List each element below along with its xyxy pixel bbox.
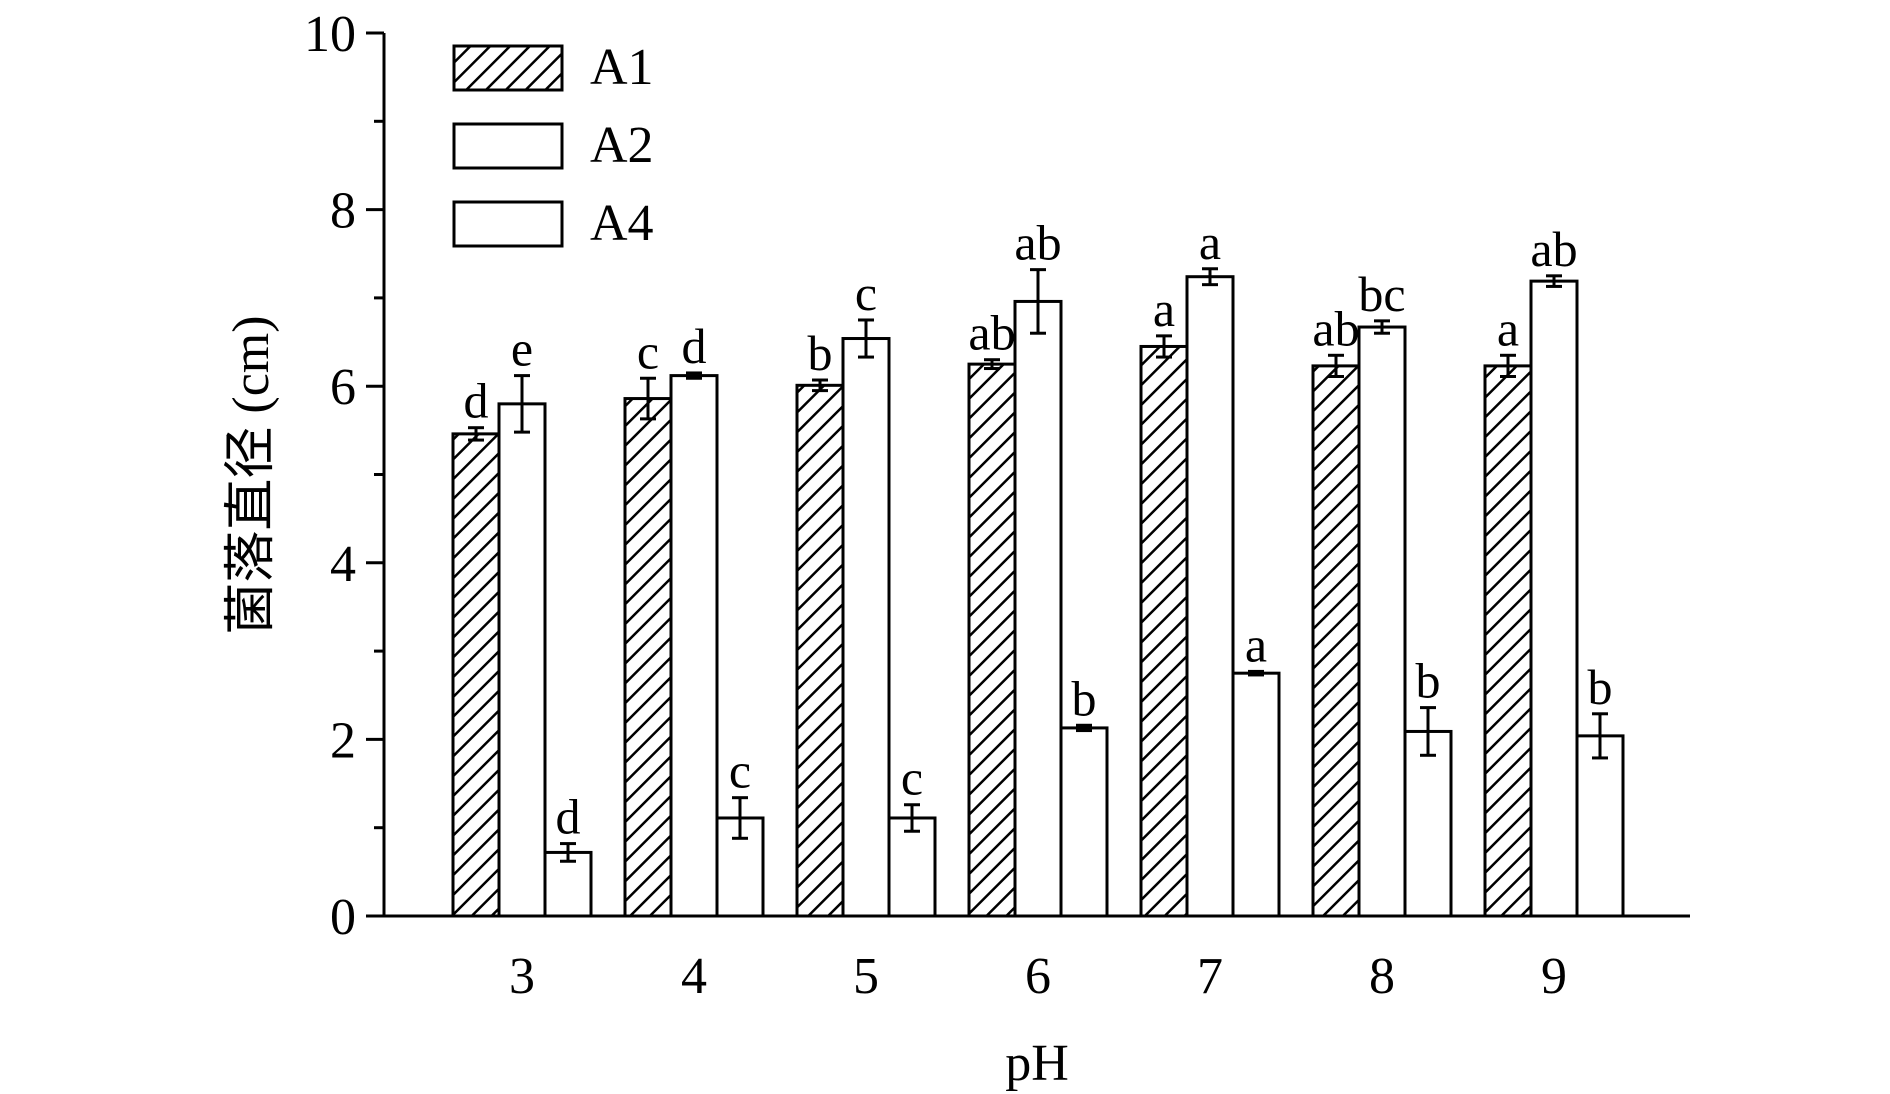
- bar-a1-ph5: [795, 383, 845, 918]
- error-bar-a2-ph5: [858, 318, 874, 359]
- bar-a1-ph8: [1311, 364, 1361, 918]
- x-ticks-layer: 3 4 5 6 7 8 9: [509, 948, 1567, 1005]
- y-tick-label: 4: [330, 536, 356, 593]
- x-tick-label: 7: [1197, 948, 1223, 1005]
- significance-letter-a2-ph8: bc: [1358, 266, 1405, 322]
- y-ticks-layer: 0 2 4 6 8 10: [304, 6, 384, 946]
- y-tick-label: 6: [330, 359, 356, 416]
- y-tick-label: 2: [330, 712, 356, 769]
- significance-letter-a1-ph4: c: [637, 323, 659, 379]
- bar-a2-ph8: [1357, 325, 1407, 918]
- bar-a1-ph4: [623, 397, 673, 918]
- error-bar-a2-ph9: [1546, 274, 1562, 288]
- bar-a2-ph3: [497, 402, 547, 918]
- error-bar-a4-ph4: [732, 796, 748, 840]
- legend: A1 A2 A4: [452, 39, 654, 252]
- significance-letter-a1-ph8: ab: [1312, 300, 1359, 356]
- bar-a2-ph4: [669, 374, 719, 918]
- x-tick-label: 3: [509, 948, 535, 1005]
- significance-letter-a4-ph8: b: [1416, 653, 1441, 709]
- legend-label-a1: A1: [590, 39, 654, 96]
- bar-a4-ph6: [1059, 726, 1109, 918]
- bar-a2-ph6: [1013, 299, 1063, 918]
- error-bar-a1-ph4: [640, 376, 656, 421]
- significance-letter-a2-ph6: ab: [1014, 215, 1061, 271]
- legend-swatch-a2: [452, 122, 564, 170]
- legend-swatch-a1: [452, 44, 564, 92]
- significance-letter-a4-ph7: a: [1245, 616, 1267, 672]
- error-bar-a1-ph9: [1500, 353, 1516, 378]
- x-tick-label: 4: [681, 948, 707, 1005]
- significance-letter-a2-ph7: a: [1199, 214, 1221, 270]
- bar-a4-ph8: [1403, 729, 1453, 918]
- error-bars-layer: [468, 267, 1608, 863]
- error-bar-a4-ph8: [1420, 706, 1436, 757]
- significance-letter-a4-ph5: c: [901, 750, 923, 806]
- bar-a2-ph5: [841, 337, 891, 918]
- significance-letter-a1-ph7: a: [1153, 281, 1175, 337]
- significance-letter-a4-ph9: b: [1588, 659, 1613, 715]
- bar-a1-ph3: [451, 432, 501, 918]
- error-bar-a2-ph4: [686, 371, 702, 380]
- bar-a4-ph7: [1231, 671, 1281, 918]
- y-tick-label: 8: [330, 183, 356, 240]
- x-tick-label: 8: [1369, 948, 1395, 1005]
- bars-layer: [451, 275, 1625, 918]
- x-tick-label: 9: [1541, 948, 1567, 1005]
- significance-letter-a2-ph3: e: [511, 321, 533, 377]
- error-bar-a4-ph9: [1592, 712, 1608, 760]
- error-bar-a4-ph5: [904, 803, 920, 833]
- error-bar-a4-ph7: [1248, 669, 1264, 677]
- legend-label-a4: A4: [590, 195, 654, 252]
- error-bar-a1-ph8: [1328, 353, 1344, 378]
- bar-a2-ph9: [1529, 279, 1579, 918]
- error-bar-a1-ph7: [1156, 334, 1172, 359]
- bar-a1-ph9: [1483, 364, 1533, 918]
- bar-a1-ph6: [967, 362, 1017, 918]
- error-bar-a2-ph6: [1030, 268, 1046, 335]
- x-axis-label: pH: [1005, 1035, 1069, 1092]
- x-tick-label: 5: [853, 948, 879, 1005]
- significance-letter-a1-ph9: a: [1497, 300, 1519, 356]
- legend-label-a2: A2: [590, 117, 654, 174]
- error-bar-a2-ph8: [1374, 319, 1390, 335]
- significance-letter-a2-ph5: c: [855, 265, 877, 321]
- error-bar-a1-ph3: [468, 426, 484, 442]
- y-tick-label: 10: [304, 6, 356, 63]
- error-bar-a2-ph3: [514, 374, 530, 434]
- significance-letter-a2-ph4: d: [682, 318, 707, 374]
- significance-letter-a1-ph5: b: [808, 325, 833, 381]
- significance-letter-a2-ph9: ab: [1530, 221, 1577, 277]
- significance-letter-a4-ph4: c: [729, 743, 751, 799]
- legend-swatch-a4: [452, 200, 564, 248]
- significance-letter-a1-ph3: d: [464, 373, 489, 429]
- y-axis-label: 菌落直径 (cm): [223, 315, 280, 634]
- bar-a2-ph7: [1185, 275, 1235, 918]
- error-bar-a2-ph7: [1202, 267, 1218, 287]
- error-bar-a4-ph3: [560, 842, 576, 863]
- error-bar-a1-ph5: [812, 378, 828, 393]
- bar-a4-ph9: [1575, 734, 1625, 918]
- x-tick-label: 6: [1025, 948, 1051, 1005]
- significance-letter-a4-ph6: b: [1072, 670, 1097, 726]
- significance-letter-a4-ph3: d: [556, 789, 581, 845]
- error-bar-a4-ph6: [1076, 723, 1092, 733]
- significance-letter-a1-ph6: ab: [968, 305, 1015, 361]
- y-tick-label: 0: [330, 889, 356, 946]
- error-bar-a1-ph6: [984, 358, 1000, 371]
- bar-a1-ph7: [1139, 344, 1189, 918]
